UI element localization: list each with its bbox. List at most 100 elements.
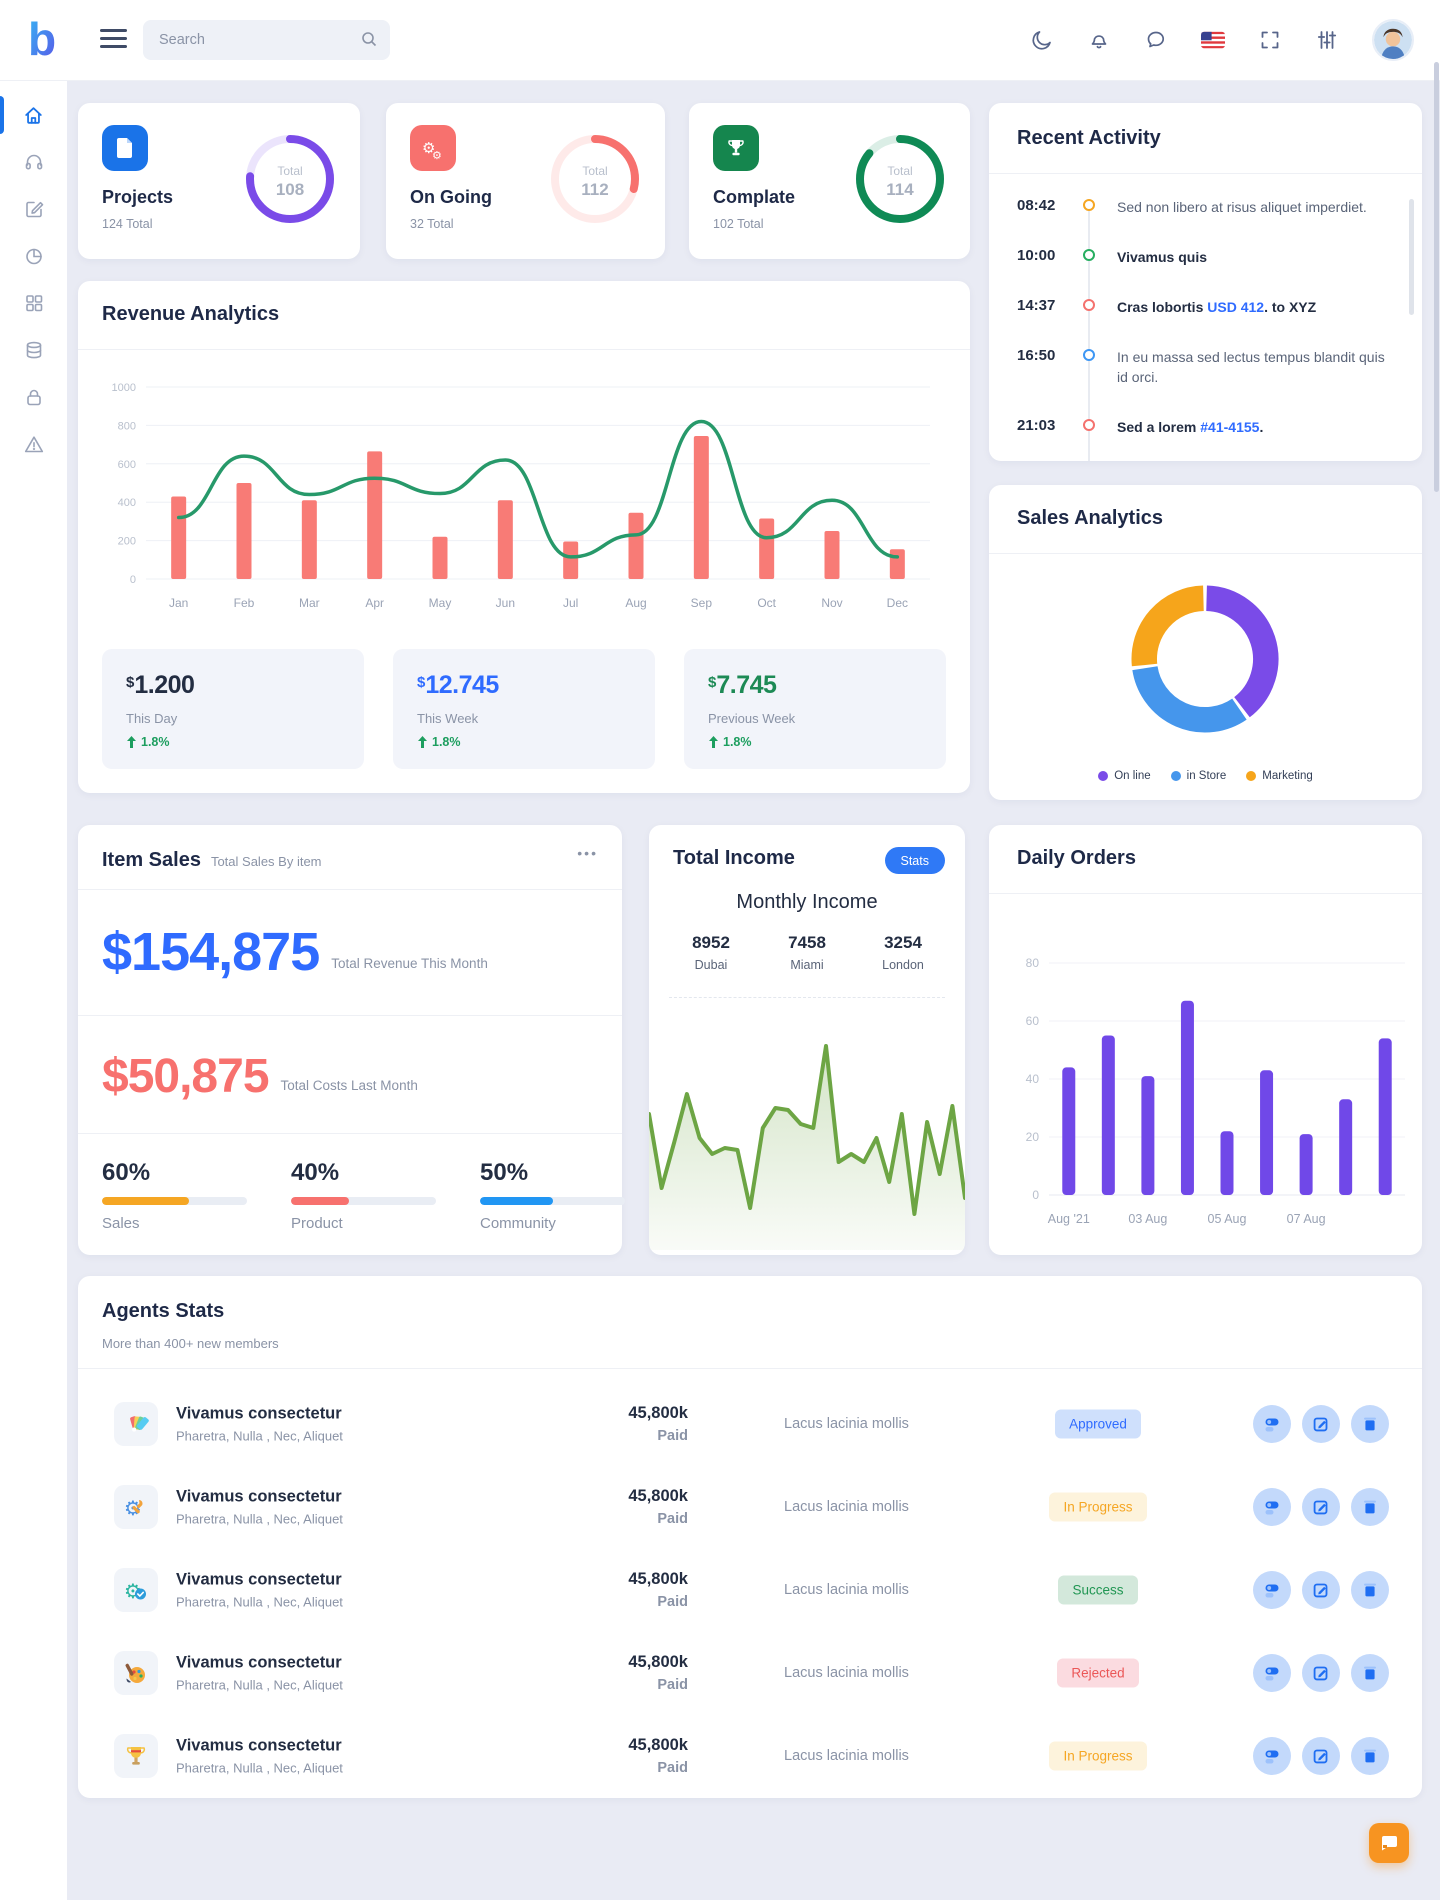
agent-description: Lacus lacinia mollis [784,1499,909,1515]
edit-button[interactable] [1302,1654,1340,1692]
agent-name-block: Vivamus consectetur Pharetra, Nulla , Ne… [176,1737,343,1776]
delete-button[interactable] [1351,1571,1389,1609]
brand-logo[interactable]: b [20,13,66,65]
delete-button[interactable] [1351,1405,1389,1443]
sidebar-item-database[interactable] [0,335,67,365]
toggle-button[interactable] [1253,1405,1291,1443]
activity-link[interactable]: USD 412 [1207,299,1265,315]
donut-legend: On line in Store Marketing [989,770,1422,782]
card-subtitle: Total Sales By item [210,854,322,869]
document-icon [102,125,148,171]
messages-chat-icon[interactable] [1144,28,1168,52]
summary-change: 1.8% [417,735,461,749]
agent-tags: Pharetra, Nulla , Nec, Aliquet [176,1594,343,1610]
stat-title: Projects [102,187,174,207]
table-row[interactable]: Vivamus consectetur Pharetra, Nulla , Ne… [78,1635,1422,1711]
city-label: Dubai [694,958,728,972]
table-row[interactable]: Vivamus consectetur Pharetra, Nulla , Ne… [78,1718,1422,1794]
agents-stats-card: Agents Stats More than 400+ new members … [78,1276,1422,1798]
user-avatar[interactable] [1372,19,1414,61]
progress-ring: Total 108 [242,131,338,232]
toggle-button[interactable] [1253,1737,1291,1775]
toggle-button[interactable] [1253,1654,1291,1692]
gears-icon: ⚙ ⚙ [410,125,456,171]
search-icon[interactable] [360,30,378,53]
agent-description: Lacus lacinia mollis [784,1416,909,1432]
activity-link[interactable]: #41-4155 [1200,419,1260,435]
progress-fill [102,1197,189,1205]
delete-button[interactable] [1351,1737,1389,1775]
preferences-sliders-icon[interactable] [1315,28,1339,52]
agent-amount: 45,800k [628,1404,688,1422]
svg-text:Nov: Nov [821,596,842,610]
chat-fab-button[interactable] [1369,1823,1409,1863]
toggle-button[interactable] [1253,1488,1291,1526]
notifications-bell-icon[interactable] [1087,28,1111,52]
sidebar-nav [0,80,67,1900]
stats-badge-button[interactable]: Stats [884,847,945,874]
svg-text:Dec: Dec [887,596,908,610]
activity-time: 16:50 [1017,347,1056,364]
agent-tags: Pharetra, Nulla , Nec, Aliquet [176,1428,343,1444]
gear-wrench-icon: ⚙ [114,1485,158,1529]
agent-amount: 45,800k [628,1653,688,1671]
timeline-dot-icon [1083,299,1095,311]
window-scrollbar[interactable] [1434,62,1439,492]
sidebar-item-support[interactable] [0,147,67,177]
more-menu-icon[interactable]: ••• [577,845,598,861]
edit-button[interactable] [1302,1405,1340,1443]
costs-total-block: $50,875 Total Costs Last Month [102,1053,418,1101]
card-scrollbar[interactable] [1409,199,1414,315]
fullscreen-icon[interactable] [1258,28,1282,52]
row-actions [1253,1654,1389,1692]
dashed-divider [669,997,945,998]
card-title: Total Income [673,847,795,869]
progress-fill [291,1197,349,1205]
sidebar-item-apps[interactable] [0,288,67,318]
agent-amount: 45,800k [628,1487,688,1505]
edit-button[interactable] [1302,1737,1340,1775]
sidebar-item-reports[interactable] [0,241,67,271]
activity-text: Cras lobortis USD 412. to XYZ [1117,299,1317,315]
svg-text:Jan: Jan [169,596,188,610]
sidebar-item-dashboard[interactable] [0,96,67,134]
progress-community: 50% Community [480,1159,632,1232]
search-input[interactable] [159,20,349,60]
menu-toggle-icon[interactable] [100,29,127,51]
grid-icon [25,295,42,312]
table-row[interactable]: ⚙ Vivamus consectetur Pharetra, Nulla , … [78,1552,1422,1628]
costs-total-label: Total Costs Last Month [280,1078,418,1093]
stat-subtitle: 32 Total [410,217,454,231]
delete-button[interactable] [1351,1654,1389,1692]
search-box [143,20,390,60]
delete-button[interactable] [1351,1488,1389,1526]
up-arrow-icon [418,736,427,748]
table-row[interactable]: Vivamus consectetur Pharetra, Nulla , Ne… [78,1386,1422,1462]
progress-ring: Total 112 [547,131,643,232]
dark-mode-moon-icon[interactable] [1030,28,1054,52]
stat-title: Complate [713,187,796,207]
agent-name: Vivamus consectetur [176,1487,342,1506]
legend-item: On line [1098,770,1151,782]
status-badge: In Progress [1049,1492,1147,1522]
agent-description: Lacus lacinia mollis [784,1665,909,1681]
activity-time: 14:37 [1017,297,1056,314]
sidebar-item-security[interactable] [0,382,67,412]
city-dubai: 8952 Dubai [663,933,759,972]
progress-label: Product [291,1215,343,1232]
progress-label: Community [480,1215,556,1232]
language-us-flag-icon[interactable] [1201,28,1225,52]
trophy-icon [713,125,759,171]
table-row[interactable]: ⚙ Vivamus consectetur Pharetra, Nulla , … [78,1469,1422,1545]
palette-icon [114,1651,158,1695]
sidebar-item-alerts[interactable] [0,429,67,459]
activity-item: 21:03 Sed a lorem #41-4155. [989,415,1422,461]
svg-text:Jul: Jul [563,596,578,610]
toggle-button[interactable] [1253,1571,1291,1609]
svg-text:20: 20 [1026,1130,1040,1144]
edit-button[interactable] [1302,1571,1340,1609]
sidebar-item-compose[interactable] [0,194,67,224]
edit-button[interactable] [1302,1488,1340,1526]
city-miami: 7458 Miami [759,933,855,972]
timeline-dot-icon [1083,419,1095,431]
